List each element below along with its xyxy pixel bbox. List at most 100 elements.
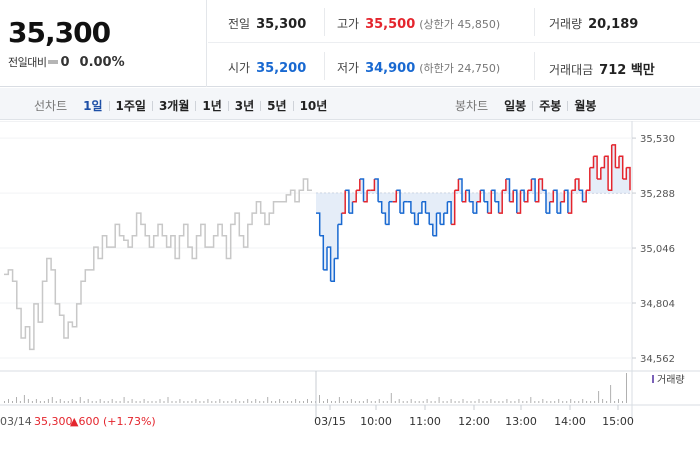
volume-bar bbox=[207, 399, 209, 403]
volume-bar bbox=[295, 399, 297, 403]
stock-info-panel: 35,300 전일대비 0 0.00% 전일 35,300 고가 35,500 … bbox=[0, 0, 700, 87]
volume-bar bbox=[338, 397, 340, 403]
price-line-segment bbox=[582, 190, 587, 203]
volume-bar bbox=[402, 401, 404, 403]
volume-bar bbox=[247, 399, 249, 403]
volume-bar bbox=[27, 399, 29, 403]
volume-bar bbox=[594, 401, 596, 403]
volume-bar bbox=[8, 399, 9, 403]
price-line-segment bbox=[327, 246, 332, 282]
price-line-segment bbox=[480, 189, 485, 202]
candle-weekly[interactable]: 주봉 bbox=[539, 99, 562, 113]
price-line-segment bbox=[425, 212, 430, 225]
volume-bar bbox=[259, 401, 261, 403]
volume-bar bbox=[358, 401, 360, 403]
price-line-segment bbox=[316, 212, 321, 236]
price-line-segment bbox=[516, 190, 522, 214]
volume-bar bbox=[111, 399, 113, 403]
price-line-segment bbox=[334, 224, 339, 260]
x-tick-label: 12:00 bbox=[458, 415, 490, 428]
volume-bar bbox=[622, 401, 623, 403]
price-line-segment bbox=[462, 190, 467, 203]
period-3y[interactable]: 3년 bbox=[234, 99, 255, 113]
price-line-segment bbox=[491, 189, 496, 202]
price-line-segment bbox=[567, 190, 573, 214]
price-line-segment bbox=[509, 190, 514, 203]
volume-bar bbox=[530, 397, 532, 403]
volume-bar bbox=[598, 391, 600, 403]
prev-day-date: 03/14 bbox=[0, 415, 32, 428]
volume-bar bbox=[135, 401, 137, 403]
volume-bar bbox=[255, 399, 257, 403]
price-line-segment bbox=[407, 200, 412, 214]
volume-bar bbox=[470, 401, 472, 403]
volume-bar bbox=[187, 401, 189, 403]
volume-bar bbox=[410, 399, 412, 403]
price-line-segment bbox=[432, 213, 438, 237]
volume-bar bbox=[426, 399, 428, 403]
y-tick-label: 35,288 bbox=[640, 189, 675, 200]
volume-bar bbox=[23, 395, 25, 403]
period-5y[interactable]: 5년 bbox=[267, 99, 287, 113]
prev-day-line bbox=[4, 178, 312, 351]
volume-bar bbox=[147, 401, 149, 403]
volume-bar bbox=[99, 399, 101, 403]
price-line-segment bbox=[549, 190, 555, 203]
period-10y[interactable]: 10년 bbox=[299, 99, 328, 113]
period-3m[interactable]: 3개월 bbox=[158, 99, 190, 113]
volume-bar bbox=[462, 399, 464, 403]
price-line-segment bbox=[400, 201, 405, 214]
price-line-segment bbox=[502, 179, 507, 192]
candle-daily[interactable]: 일봉 bbox=[504, 99, 527, 113]
volume-bar bbox=[239, 401, 241, 403]
period-1y[interactable]: 1년 bbox=[202, 99, 222, 113]
divider bbox=[292, 100, 294, 111]
stat-volume: 거래량 20,189 bbox=[549, 15, 638, 32]
volume-bar bbox=[263, 401, 265, 403]
x-tick-label: 10:00 bbox=[360, 415, 392, 428]
period-1w[interactable]: 1주일 bbox=[115, 99, 146, 113]
volume-bar bbox=[151, 401, 153, 403]
volume-bar bbox=[366, 399, 368, 403]
volume-bar bbox=[303, 401, 304, 403]
period-bar: 선차트 1일 1주일 3개월 1년 3년 5년 10년 봉차트 일봉 주봉 월봉 bbox=[0, 88, 700, 120]
price-line-segment bbox=[589, 156, 595, 169]
divider bbox=[108, 100, 110, 111]
volume-bar bbox=[550, 401, 552, 403]
volume-bar bbox=[586, 401, 588, 403]
current-price: 35,300 bbox=[8, 16, 111, 49]
divider bbox=[260, 100, 262, 111]
price-line-segment bbox=[611, 144, 617, 168]
price-line-segment bbox=[615, 156, 620, 169]
price-line-segment bbox=[524, 190, 529, 203]
volume-bar bbox=[323, 401, 324, 403]
stats-row-2: 시가 35,200 저가 34,900 (하한가 24,750) 거래대금 71… bbox=[208, 44, 700, 87]
volume-bar bbox=[450, 399, 452, 403]
volume-bar bbox=[203, 401, 205, 403]
price-line-segment bbox=[410, 212, 416, 225]
volume-bar bbox=[115, 401, 117, 403]
line-chart-periods: 선차트 1일 1주일 3개월 1년 3년 5년 10년 bbox=[34, 97, 333, 114]
volume-bar bbox=[311, 401, 312, 403]
volume-bar bbox=[75, 401, 77, 403]
volume-bar bbox=[307, 399, 308, 403]
price-line-segment bbox=[505, 178, 511, 202]
candle-monthly[interactable]: 월봉 bbox=[574, 99, 597, 113]
volume-bar bbox=[506, 399, 508, 403]
volume-bar bbox=[602, 399, 604, 403]
price-line-segment bbox=[374, 178, 379, 202]
volume-bar bbox=[171, 401, 173, 403]
price-line-segment bbox=[487, 190, 493, 214]
x-tick-label: 11:00 bbox=[409, 415, 441, 428]
volume-bar bbox=[518, 399, 520, 403]
volume-bar bbox=[159, 399, 161, 403]
volume-bar bbox=[231, 401, 233, 403]
volume-bar bbox=[103, 401, 105, 403]
volume-bar bbox=[271, 401, 273, 403]
x-tick-label: 14:00 bbox=[554, 415, 586, 428]
period-1d[interactable]: 1일 bbox=[83, 99, 103, 113]
volume-bar bbox=[614, 401, 616, 403]
volume-bar bbox=[362, 401, 364, 403]
volume-bar bbox=[418, 401, 420, 403]
volume-bar bbox=[91, 401, 93, 403]
